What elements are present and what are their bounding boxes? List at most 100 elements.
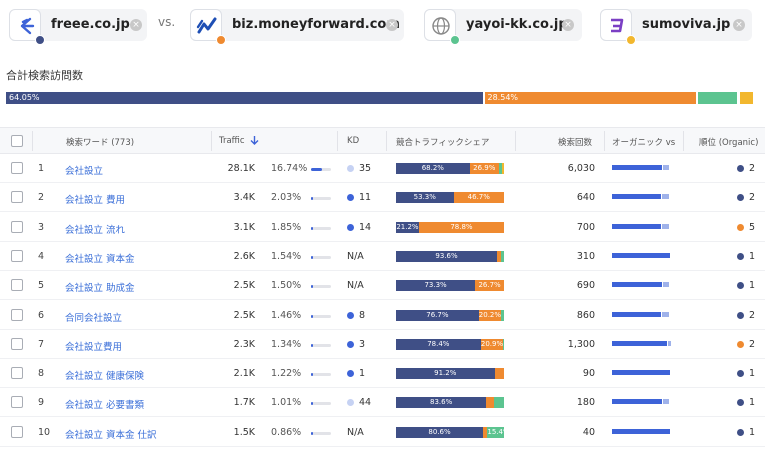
search-volume: 690: [576, 280, 595, 292]
keyword-link[interactable]: 会社設立 流れ: [65, 224, 126, 236]
row-checkbox[interactable]: [11, 162, 23, 174]
table-row[interactable]: 10 会社設立 資本金 仕訳 1.5K 0.86% N/A 80.6% 15.4% 40 1: [0, 418, 765, 447]
select-all-checkbox[interactable]: [11, 135, 23, 147]
table-row[interactable]: 8 会社設立 健康保険 2.1K 1.22% 1 91.2% 90 1: [0, 359, 765, 389]
row-checkbox[interactable]: [11, 396, 23, 409]
competitor-share-bar: 78.4% 20.9%: [396, 338, 504, 350]
competitor-share-segment: [486, 397, 495, 409]
keyword-link[interactable]: 会社設立 健康保険: [65, 371, 145, 383]
traffic-value: 2.1K: [233, 368, 255, 380]
table-row[interactable]: 1 会社設立 28.1K 16.74% 35 68.2% 26.9% 6,030 2: [0, 154, 765, 183]
search-volume: 90: [582, 368, 595, 380]
competitor-color-dot: [626, 35, 636, 45]
remove-competitor-icon[interactable]: ×: [386, 19, 398, 31]
organic-rank: 2: [749, 163, 756, 174]
competitor-share-segment: 21.2%: [396, 221, 419, 233]
header-rank[interactable]: 順位 (Organic): [699, 138, 759, 148]
traffic-value: 1.7K: [233, 397, 255, 409]
competitor-color-dot: [216, 35, 226, 45]
search-volume: 700: [576, 221, 595, 233]
row-checkbox[interactable]: [11, 191, 23, 204]
row-checkbox[interactable]: [11, 220, 23, 233]
rank-owner-dot: [737, 282, 744, 290]
keyword-link[interactable]: 会社設立 必要書類: [65, 400, 145, 412]
header-share[interactable]: 競合トラフィックシェア: [396, 138, 490, 148]
table-row[interactable]: 6 合同会社設立 2.5K 1.46% 8 76.7% 20.2% 860 2: [0, 301, 765, 330]
table-row[interactable]: 4 会社設立 資本金 2.6K 1.54% N/A 93.6% 310 1: [0, 242, 765, 271]
competitor-share-bar: 83.6%: [396, 397, 504, 409]
traffic-value: 1.5K: [233, 426, 255, 438]
competitor-chip-moneyforward[interactable]: biz.moneyforward.com ×: [190, 9, 404, 45]
table-row[interactable]: 2 会社設立 費用 3.4K 2.03% 11 53.3% 46.7% 640 2: [0, 183, 765, 213]
traffic-value: 2.5K: [233, 280, 255, 292]
traffic-percent: 1.01%: [271, 397, 302, 409]
traffic-share-bar: [311, 373, 331, 377]
header-volume[interactable]: 検索回数: [558, 138, 593, 148]
traffic-percent: 0.86%: [271, 426, 302, 438]
keyword-link[interactable]: 会社設立 費用: [65, 195, 126, 207]
competitor-chip-freee[interactable]: freee.co.jp ×: [9, 9, 147, 45]
visits-share-label: 28.54%: [487, 93, 519, 102]
traffic-value: 3.1K: [233, 221, 255, 233]
row-number: 8: [38, 368, 45, 380]
keyword-link[interactable]: 会社設立: [65, 166, 104, 177]
freee-logo-icon: [9, 9, 41, 41]
table-row[interactable]: 7 会社設立費用 2.3K 1.34% 3 78.4% 20.9% 1,300 2: [0, 330, 765, 359]
row-checkbox[interactable]: [11, 425, 23, 438]
row-number: 9: [38, 397, 45, 409]
traffic-percent: 1.22%: [271, 368, 302, 380]
competitor-share-segment: [500, 309, 504, 321]
kd-indicator-dot: [347, 194, 354, 202]
table-row[interactable]: 5 会社設立 助成金 2.5K 1.50% N/A 73.3% 26.7% 690 1: [0, 271, 765, 301]
organic-rank: 1: [749, 397, 756, 409]
competitor-chip-sumoviva[interactable]: sumoviva.jp ×: [600, 9, 752, 45]
rank-owner-dot: [737, 311, 744, 319]
row-checkbox[interactable]: [11, 279, 23, 292]
competitor-share-segment: [498, 163, 503, 174]
competitor-share-segment: 78.4%: [396, 338, 481, 350]
search-volume: 180: [576, 397, 595, 409]
keyword-link[interactable]: 会社設立 資本金 仕訳: [65, 429, 157, 441]
kd-value: N/A: [347, 250, 364, 262]
visits-share-label: 64.05%: [9, 93, 40, 102]
keyword-link[interactable]: 会社設立費用: [65, 341, 123, 353]
row-checkbox[interactable]: [11, 249, 23, 262]
competitor-share-segment: 26.9%: [469, 163, 499, 174]
header-traffic[interactable]: Traffic: [219, 136, 245, 146]
kd-indicator-dot: [347, 399, 354, 407]
kd-value: 44: [359, 397, 372, 409]
competitor-share-bar: 21.2% 78.8%: [396, 221, 504, 233]
row-checkbox[interactable]: [11, 337, 23, 350]
organic-rank: 5: [749, 221, 756, 233]
competitor-share-bar: 80.6% 15.4%: [396, 426, 504, 438]
row-checkbox[interactable]: [11, 367, 23, 380]
keyword-link[interactable]: 会社設立 助成金: [65, 283, 135, 295]
table-row[interactable]: 3 会社設立 流れ 3.1K 1.85% 14 21.2% 78.8% 700 5: [0, 213, 765, 242]
remove-competitor-icon[interactable]: ×: [733, 19, 745, 31]
organic-rank: 2: [749, 338, 756, 350]
competitor-color-dot: [35, 35, 45, 45]
header-keyword[interactable]: 検索ワード (773): [66, 138, 135, 148]
header-kd[interactable]: KD: [347, 136, 360, 146]
traffic-percent: 1.54%: [271, 250, 302, 262]
traffic-share-bar: [311, 343, 331, 347]
traffic-share-bar: [311, 226, 331, 230]
header-organic-vs-paid[interactable]: オーガニック vs 有: [612, 138, 678, 148]
remove-competitor-icon[interactable]: ×: [562, 19, 574, 31]
search-volume: 640: [576, 192, 595, 204]
competitor-share-segment: 91.2%: [396, 368, 495, 380]
visits-share-segment: [739, 92, 753, 104]
traffic-share-bar: [311, 402, 331, 406]
competitor-chip-yayoi[interactable]: yayoi-kk.co.jp ×: [424, 9, 582, 45]
keyword-link[interactable]: 会社設立 資本金: [65, 253, 135, 265]
competitor-share-segment: [494, 368, 504, 380]
competitor-share-bar: 76.7% 20.2%: [396, 309, 504, 321]
kd-indicator-dot: [347, 223, 354, 231]
remove-competitor-icon[interactable]: ×: [130, 19, 142, 31]
sort-desc-icon[interactable]: [250, 135, 259, 148]
keyword-link[interactable]: 合同会社設立: [65, 312, 123, 324]
table-row[interactable]: 9 会社設立 必要書類 1.7K 1.01% 44 83.6% 180 1: [0, 388, 765, 418]
row-checkbox[interactable]: [11, 308, 23, 321]
search-volume: 6,030: [567, 163, 595, 174]
